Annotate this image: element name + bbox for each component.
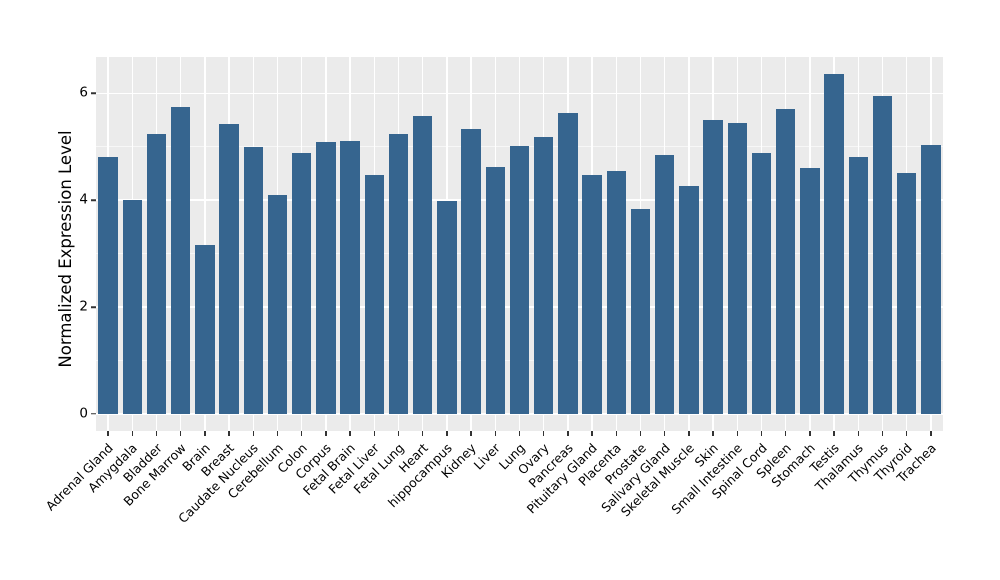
bar-amygdala: [122, 199, 142, 414]
x-tick-mark: [663, 431, 666, 436]
x-tick-mark: [131, 431, 134, 436]
bar-kidney: [461, 128, 481, 414]
plot-panel: [96, 57, 943, 431]
x-tick-mark: [930, 431, 932, 436]
bar-trachea: [921, 145, 941, 414]
bar-colon: [292, 153, 312, 414]
x-tick-mark: [881, 431, 884, 436]
x-tick-mark: [397, 431, 400, 436]
x-tick-mark: [688, 431, 690, 436]
x-tick-mark: [760, 431, 763, 436]
x-tick-mark: [373, 431, 376, 436]
x-tick-mark: [712, 431, 714, 436]
y-tick-mark: [91, 199, 96, 201]
x-tick-mark: [518, 431, 521, 436]
bar-spleen: [776, 108, 796, 414]
bar-pituitary-gland: [582, 175, 602, 414]
x-tick-mark: [833, 431, 835, 436]
horizontal-major-gridline: [96, 413, 943, 415]
x-tick-mark: [567, 431, 569, 436]
x-tick-mark: [809, 431, 811, 436]
bar-small-intestine: [727, 123, 747, 414]
horizontal-major-gridline: [96, 92, 943, 95]
bar-fetal-liver: [364, 175, 384, 414]
x-tick-mark: [591, 431, 593, 436]
x-tick-mark: [736, 431, 739, 436]
y-tick-label: 2: [79, 298, 88, 315]
x-tick-mark: [155, 431, 158, 436]
bar-breast: [219, 123, 239, 414]
x-tick-mark: [349, 431, 351, 436]
bar-hippocampus: [437, 201, 457, 414]
x-tick-mark: [784, 431, 787, 436]
bar-ovary: [534, 137, 554, 414]
bar-pancreas: [558, 112, 578, 414]
bar-skin: [703, 119, 723, 414]
bar-liver: [485, 166, 505, 414]
x-tick-mark: [542, 431, 545, 436]
bar-lung: [509, 146, 530, 414]
y-axis-title-text: Normalized Expression Level: [55, 130, 75, 368]
x-tick-mark: [252, 431, 255, 436]
bar-prostate: [630, 209, 651, 414]
x-tick-mark: [325, 431, 327, 436]
x-tick-mark: [204, 431, 206, 436]
x-tick-mark: [470, 431, 472, 436]
x-tick-mark: [107, 431, 109, 436]
x-tick-mark: [857, 431, 860, 436]
bar-heart: [413, 115, 433, 414]
bar-caudate-nucleus: [243, 146, 263, 414]
y-tick-label: 0: [79, 405, 88, 422]
y-tick-label: 4: [79, 191, 88, 208]
bar-thyroid: [897, 173, 917, 414]
x-tick-mark: [421, 431, 424, 436]
bar-placenta: [606, 171, 626, 414]
bar-adrenal-gland: [98, 156, 118, 414]
bar-corpus: [316, 141, 336, 414]
x-tick-mark: [228, 431, 230, 436]
bar-fetal-lung: [388, 134, 409, 414]
bar-bladder: [146, 133, 167, 414]
x-tick-mark: [446, 431, 448, 436]
bar-brain: [195, 244, 215, 414]
x-tick-mark: [639, 431, 642, 436]
bar-cerebellum: [267, 195, 288, 414]
bar-thalamus: [848, 156, 868, 414]
x-tick-mark: [905, 431, 908, 436]
bar-spinal-cord: [751, 153, 772, 414]
bar-testis: [824, 74, 844, 414]
bar-fetal-brain: [340, 141, 360, 414]
bar-stomach: [800, 167, 820, 414]
x-tick-mark: [179, 431, 182, 436]
x-tick-mark: [494, 431, 497, 436]
y-tick-mark: [91, 306, 96, 308]
x-tick-mark: [615, 431, 618, 436]
bar-skeletal-muscle: [679, 185, 699, 414]
y-tick-mark: [91, 413, 96, 415]
y-tick-mark: [91, 92, 96, 95]
vertical-gridline: [204, 57, 206, 431]
y-tick-label: 6: [79, 84, 88, 101]
bar-bone-marrow: [171, 107, 191, 414]
bar-salivary-gland: [655, 155, 675, 414]
x-tick-mark: [300, 431, 303, 436]
bar-thymus: [872, 96, 893, 414]
x-tick-mark: [276, 431, 279, 436]
